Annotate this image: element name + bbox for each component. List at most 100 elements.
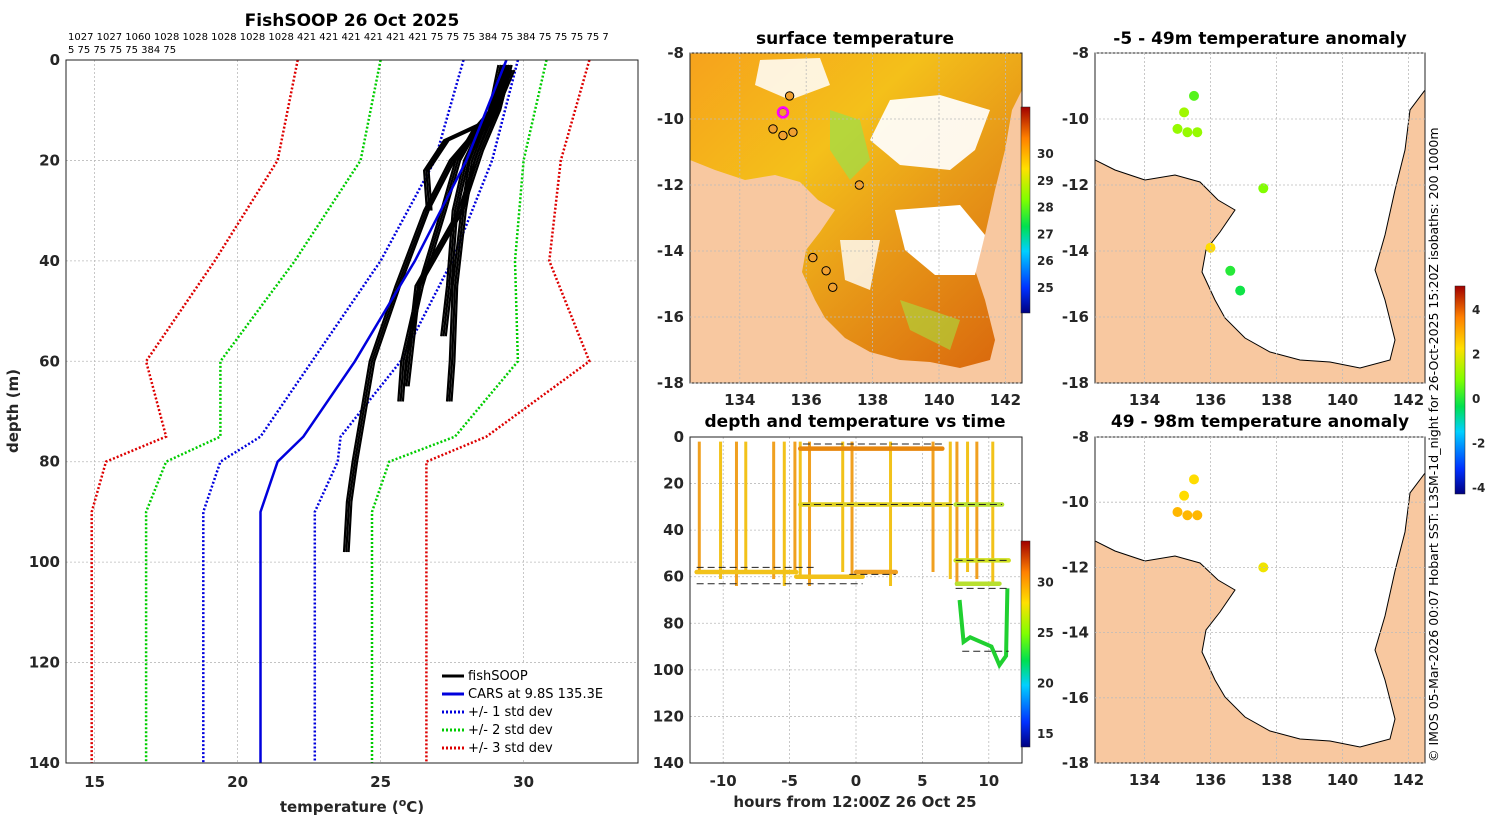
profile-xtick-label: 20	[227, 773, 248, 791]
profile-ticks: 15 20 25 30 0 20 40 60 80 100 120 140	[29, 51, 534, 791]
sst-colorbar	[1020, 106, 1031, 314]
profile-xtick-label: 15	[84, 773, 105, 791]
sst-cloud-1	[870, 95, 990, 170]
dt-ytick-label: 0	[674, 428, 684, 446]
anom-deep-anomaly-point	[1182, 510, 1193, 521]
anom-shallow-anomaly-point	[1192, 127, 1203, 138]
dt-ytick-label: 120	[653, 707, 684, 725]
sst-station-marker	[808, 252, 818, 263]
anomaly-deep-panel: 49 - 98m temperature anomaly 134 136 138 14…	[1062, 412, 1426, 789]
sst-ytick-label: -14	[657, 242, 684, 260]
sst-station-marker	[784, 91, 795, 101]
anomaly-colorbar-tick-label: 2	[1472, 348, 1480, 362]
anom-shallow-ytick-label: -18	[1062, 374, 1089, 392]
sst-green-patch-1	[830, 110, 870, 180]
anomaly-colorbar-tick-label: -2	[1472, 437, 1485, 451]
sst-cloud-4	[840, 240, 880, 290]
anom-shallow-anomaly-point	[1225, 265, 1236, 276]
fishsoop-profile-4-2	[427, 64, 505, 211]
dt-xtick-label: 10	[978, 772, 999, 790]
dt-ytick-label: 20	[663, 475, 684, 493]
sst-colorbar-tick-label: 29	[1037, 174, 1054, 188]
dt-xtick-label: 0	[851, 772, 861, 790]
anom-deep-anomaly-point	[1192, 510, 1203, 521]
sst-colorbar-tick-label: 25	[1037, 281, 1054, 295]
profile-title: FishSOOP 26 Oct 2025	[245, 11, 460, 31]
depth-time-xlabel: hours from 12:00Z 26 Oct 25	[733, 793, 976, 811]
sst-colorbar-tick-label: 30	[1037, 147, 1054, 161]
sst-ytick-label: -10	[657, 110, 684, 128]
anom-deep-xtick-label: 142	[1393, 771, 1424, 789]
profile-ytick-label: 0	[50, 51, 60, 69]
sst-station-marker	[788, 127, 798, 137]
dt-xtick-label: 5	[917, 772, 927, 790]
profile-xtick-label: 30	[513, 773, 534, 791]
anom-deep-anomaly-point	[1189, 474, 1199, 485]
fishsoop-profile-5-1	[405, 64, 511, 387]
dt-colorbar-tick-label: 15	[1037, 727, 1054, 741]
sst-ytick-label: -12	[657, 176, 684, 194]
anom-shallow-anomaly-point	[1205, 242, 1216, 253]
depth-time-panel: depth and temperature vs time -10 -5 0 5 100…	[653, 412, 1054, 811]
anom-deep-xtick-label: 136	[1195, 771, 1226, 789]
sst-stations	[768, 91, 865, 292]
profile-ytick-label: 140	[29, 754, 60, 772]
profile-ytick-label: 40	[39, 252, 60, 270]
anom-shallow-anomaly-point	[1258, 183, 1269, 194]
fishsoop-profile-1-0	[397, 64, 503, 402]
depth-time-colorbar	[1020, 540, 1031, 748]
dt-xtick-label: -5	[781, 772, 798, 790]
profile-grid	[66, 59, 638, 764]
dt-ytick-label: 100	[653, 661, 684, 679]
profile-note-line2: 5 75 75 75 75 384 75	[68, 45, 176, 56]
dt-ytick-label: 80	[663, 614, 684, 632]
anom-deep-ytick-label: -14	[1062, 624, 1089, 642]
profile-axes-frame	[65, 59, 639, 764]
profile-panel: FishSOOP 26 Oct 2025 1027 1027 1060 1028…	[4, 11, 639, 816]
legend-sd2: +/- 2 std dev	[468, 723, 553, 738]
anomaly-colorbar-tick-label: 4	[1472, 303, 1480, 317]
depth-time-title: depth and temperature vs time	[705, 412, 1006, 432]
depth-time-grid	[690, 437, 1022, 763]
sst-ytick-label: -16	[657, 308, 684, 326]
sst-station-marker	[821, 266, 831, 276]
anom-deep-xtick-label: 140	[1327, 771, 1358, 789]
legend-fishsoop: fishSOOP	[468, 669, 528, 684]
sst-colorbar-ticks: 25 26 27 28 29 30	[1037, 147, 1054, 295]
sst-cloud-2	[895, 205, 985, 275]
profile-xlabel: temperature (oC)	[280, 796, 424, 816]
anom-shallow-anomaly-point	[1179, 107, 1190, 118]
cars-mean-line	[259, 60, 508, 763]
sd2-left-line	[144, 60, 382, 763]
sst-station-marker	[828, 282, 838, 292]
anomaly-deep-ticks: 134 136 138 140 142 -8 -10 -12 -14 -16 -18	[1062, 428, 1425, 789]
anom-shallow-anomaly-point	[1182, 127, 1193, 138]
anom-shallow-ytick-label: -16	[1062, 308, 1089, 326]
fishsoop-profile-5-2	[407, 64, 513, 387]
sst-colorbar-tick-label: 28	[1037, 201, 1054, 215]
sst-station-marker	[768, 124, 778, 134]
anomaly-shallow-points	[1172, 90, 1269, 296]
dt-colorbar-tick-label: 30	[1037, 576, 1054, 590]
profile-ytick-label: 80	[39, 453, 60, 471]
legend-sd3: +/- 3 std dev	[468, 741, 553, 756]
anom-deep-anomaly-point	[1179, 490, 1190, 501]
sst-xtick-label: 142	[990, 391, 1021, 409]
sst-colorbar-tick-label: 27	[1037, 227, 1054, 241]
dt-ytick-label: 60	[663, 568, 684, 586]
profile-legend: fishSOOP CARS at 9.8S 135.3E +/- 1 std d…	[436, 664, 636, 759]
sst-cloud-3	[755, 58, 830, 100]
anom-shallow-ytick-label: -12	[1062, 176, 1089, 194]
anom-shallow-ytick-label: -10	[1062, 110, 1089, 128]
legend-cars: CARS at 9.8S 135.3E	[468, 687, 603, 702]
anomaly-shallow-ticks: 134 136 138 140 142 -8 -10 -12 -14 -16 -18	[1062, 44, 1425, 409]
dt-deep-green-trace	[957, 588, 1010, 670]
sst-ticks: 134 136 138 140 142 -8 -10 -12 -14 -16 -18	[657, 44, 1022, 409]
side-credit: © IMOS 05-Mar-2026 00:07 Hobart SST: L3S…	[1426, 127, 1441, 762]
anom-shallow-xtick-label: 138	[1261, 391, 1292, 409]
depth-time-colorbar-ticks: 15 20 25 30	[1037, 576, 1054, 742]
legend-box	[436, 664, 636, 759]
anom-shallow-ytick-label: -8	[1072, 44, 1089, 62]
profile-lines	[90, 60, 591, 763]
